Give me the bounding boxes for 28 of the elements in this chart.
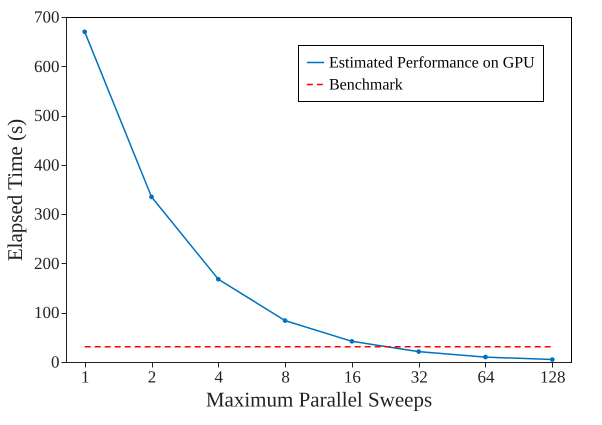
x-axis-title: Maximum Parallel Sweeps [206,388,432,412]
point [216,276,221,282]
x-tick-label: 16 [344,368,361,386]
y-tick-label: 0 [51,352,60,372]
point [550,357,555,362]
x-tick-label: 32 [410,368,428,386]
y-tick-label: 500 [34,106,60,126]
y-tick-label: 300 [34,204,60,224]
y-tick-label: 600 [34,56,60,76]
x-tick-label: 4 [214,368,224,386]
y-tick-label: 400 [34,155,60,174]
point [149,194,154,200]
legend-label: Benchmark [329,76,403,94]
y-axis-title: Elapsed Time (s) [3,118,27,262]
point [483,354,488,360]
point [282,318,288,323]
point [416,349,422,354]
x-tick-label: 8 [281,368,290,386]
y-tick-label: 100 [34,303,60,322]
x-tick-label: 64 [477,368,495,386]
point [82,29,88,34]
y-tick-label: 700 [34,8,60,26]
x-tick-label: 2 [148,368,156,386]
x-tick-label: 1 [80,368,90,386]
legend-label: Estimated Performance on GPU [329,54,536,72]
y-tick-label: 200 [34,254,60,273]
x-tick-label: 128 [540,368,566,386]
point [350,338,354,344]
